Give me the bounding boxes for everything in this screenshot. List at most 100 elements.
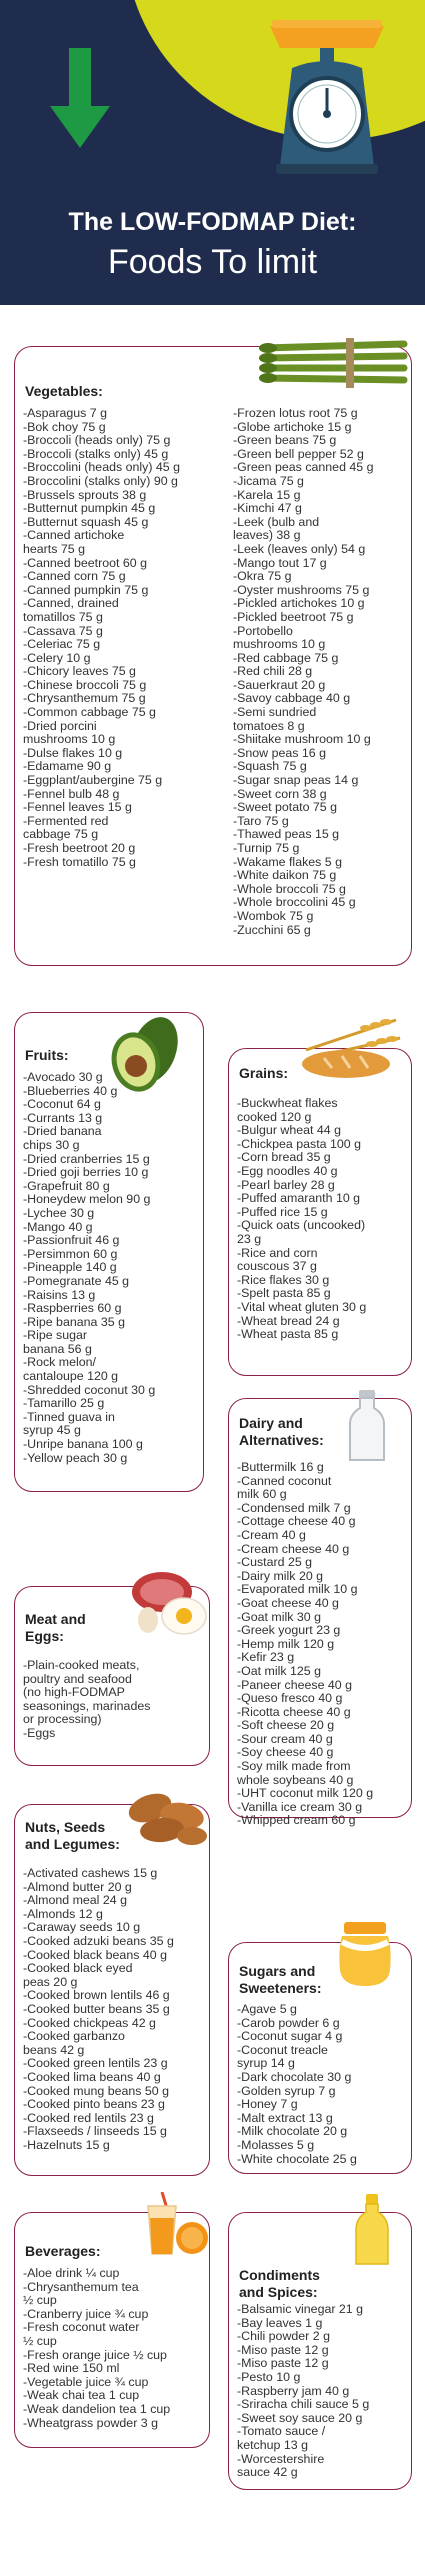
list-item: chips 30 g: [23, 1137, 80, 1152]
list-item: -Shiitake mushroom 10 g: [233, 732, 371, 747]
list-item: -Sauerkraut 20 g: [233, 677, 326, 692]
list-item: -Fermented red: [23, 813, 109, 828]
list-item: -Butternut squash 45 g: [23, 514, 149, 529]
list-item: -Almond butter 20 g: [23, 1879, 132, 1894]
list-item: -Golden syrup 7 g: [237, 2083, 336, 2098]
list-item: -Goat cheese 40 g: [237, 1595, 339, 1610]
list-item: -Leek (leaves only) 54 g: [233, 541, 366, 556]
list-item: -Miso paste 12 g: [237, 2356, 329, 2371]
list-item: poultry and seafood: [23, 1671, 132, 1686]
list-item: -Rice flakes 30 g: [237, 1272, 330, 1287]
honey-jar-icon: [339, 1922, 391, 1986]
list-item: hearts 75 g: [23, 541, 85, 556]
nuts-heading: Nuts, Seeds and Legumes:: [25, 1819, 120, 1852]
down-arrow-icon: [50, 48, 110, 148]
orange-juice-icon: [147, 2192, 208, 2255]
list-item: -UHT coconut milk 120 g: [237, 1786, 374, 1801]
list-item: -Weak chai tea 1 cup: [23, 2388, 140, 2403]
kitchen-scale-icon: [270, 20, 384, 174]
list-item: -Chili powder 2 g: [237, 2329, 330, 2344]
list-item: -Raisins 13 g: [23, 1287, 96, 1302]
list-item: -Canned corn 75 g: [23, 569, 126, 584]
list-item: -Sweet corn 38 g: [233, 786, 327, 801]
list-item: (no high-FODMAP: [23, 1685, 125, 1700]
meat-list: -Plain-cooked meats, poultry and seafood(…: [23, 1658, 209, 1741]
list-item: -Taro 75 g: [233, 813, 289, 828]
list-item: -Squash 75 g: [233, 759, 307, 774]
list-item: -Dried banana: [23, 1124, 102, 1139]
list-item: -Coconut 64 g: [23, 1097, 101, 1112]
list-item: -Sugar snap peas 14 g: [233, 773, 359, 788]
list-item: mushrooms 10 g: [23, 732, 116, 747]
condiments-list: -Balsamic vinegar 21 g -Bay leaves 1 g -Ch…: [237, 2302, 413, 2480]
list-item: -Pickled beetroot 75 g: [233, 609, 354, 624]
list-item: -Green bell pepper 52 g: [233, 446, 364, 461]
list-item: -Chinese broccoli 75 g: [23, 677, 147, 692]
list-item: -Edamame 90 g: [23, 759, 112, 774]
beverages-list: -Aloe drink ¼ cup -Chrysanthemum tea ½ cup…: [23, 2266, 211, 2430]
list-item: -Hemp milk 120 g: [237, 1636, 335, 1651]
list-item: -Grapefruit 80 g: [23, 1178, 110, 1193]
list-item: -Activated cashews 15 g: [23, 1866, 158, 1880]
list-item: -Semi sundried: [233, 705, 317, 720]
fruits-card: Fruits: -Avocado 30 g -Blueberries 40 g -C…: [14, 1012, 204, 1492]
list-item: -Blueberries 40 g: [23, 1083, 118, 1098]
list-item: -Globe artichoke 15 g: [233, 419, 352, 434]
dairy-heading: Dairy and Alternatives:: [239, 1415, 324, 1448]
list-item: -Coconut sugar 4 g: [237, 2029, 343, 2044]
list-item: whole soybeans 40 g: [237, 1772, 354, 1787]
grains-list: -Buckwheat flakes cooked 120 g -Bulgur whe…: [237, 1096, 413, 1342]
grains-heading: Grains:: [239, 1065, 289, 1081]
grains-card: Grains: -Buckwheat flakes cooked 120 g -Bu…: [228, 1048, 412, 1376]
condiments-card: Condiments and Spices: -Balsamic vinegar …: [228, 2212, 412, 2490]
list-item: -Miso paste 12 g: [237, 2342, 329, 2357]
list-item: -Eggs: [23, 1725, 56, 1740]
list-item: -Cottage cheese 40 g: [237, 1514, 356, 1529]
list-item: -Wheat bread 24 g: [237, 1313, 340, 1328]
list-item: -Asparagus 7 g: [23, 406, 108, 420]
list-item: -Broccolini (stalks only) 90 g: [23, 473, 178, 488]
list-item: -Chrysanthemum tea: [23, 2279, 139, 2294]
list-item: -Fennel bulb 48 g: [23, 786, 120, 801]
list-item: -Brussels sprouts 38 g: [23, 487, 147, 502]
list-item: or processing): [23, 1712, 102, 1727]
list-item: -Cooked garbanzo: [23, 2029, 125, 2044]
list-item: -Jicama 75 g: [233, 473, 304, 488]
list-item: -Cooked pinto beans 23 g: [23, 2097, 165, 2112]
list-item: tomatillos 75 g: [23, 609, 103, 624]
list-item: -Green peas canned 45 g: [233, 460, 374, 475]
list-item: -Ricotta cheese 40 g: [237, 1704, 351, 1719]
list-item: -Puffed amaranth 10 g: [237, 1191, 361, 1206]
list-item: -Whipped cream 60 g: [237, 1813, 356, 1828]
list-item: -Tomato sauce /: [237, 2424, 326, 2439]
list-item: milk 60 g: [237, 1487, 287, 1502]
vegetables-card: Vegetables: -Asparagus 7 g -Bok choy 75 g…: [14, 346, 412, 966]
beverages-card: Beverages: -Aloe drink ¼ cup -Chrysanthem…: [14, 2212, 210, 2448]
fruits-heading: Fruits:: [25, 1047, 69, 1063]
list-item: -Weak dandelion tea 1 cup: [23, 2401, 171, 2416]
list-item: -Chickpea pasta 100 g: [237, 1136, 361, 1151]
list-item: -Pomegranate 45 g: [23, 1273, 130, 1288]
list-item: -Queso fresco 40 g: [237, 1691, 343, 1706]
list-item: -Ripe sugar: [23, 1328, 88, 1343]
list-item: -Cream cheese 40 g: [237, 1541, 350, 1556]
list-item: -Thawed peas 15 g: [233, 827, 340, 842]
list-item: -Cooked brown lentils 46 g: [23, 1988, 170, 2003]
list-item: -Milk chocolate 20 g: [237, 2124, 348, 2139]
sugars-heading: Sugars and Sweeteners:: [239, 1963, 322, 1996]
list-item: -Sour cream 40 g: [237, 1731, 333, 1746]
list-item: -Pickled artichokes 10 g: [233, 596, 365, 611]
list-item: -Bay leaves 1 g: [237, 2315, 323, 2330]
list-item: -Sriracha chili sauce 5 g: [237, 2397, 370, 2412]
list-item: -Butternut pumpkin 45 g: [23, 501, 156, 516]
list-item: -Balsamic vinegar 21 g: [237, 2302, 364, 2316]
list-item: cooked 120 g: [237, 1109, 312, 1124]
list-item: -Pesto 10 g: [237, 2369, 301, 2384]
list-item: -Quick oats (uncooked): [237, 1218, 366, 1233]
sauce-bottle-icon: [355, 2194, 389, 2265]
list-item: leaves) 38 g: [233, 528, 301, 543]
list-item: -Tinned guava in: [23, 1409, 115, 1424]
list-item: -Buttermilk 16 g: [237, 1460, 324, 1474]
list-item: -Fresh beetroot 20 g: [23, 841, 136, 855]
list-item: -Almond meal 24 g: [23, 1893, 127, 1908]
